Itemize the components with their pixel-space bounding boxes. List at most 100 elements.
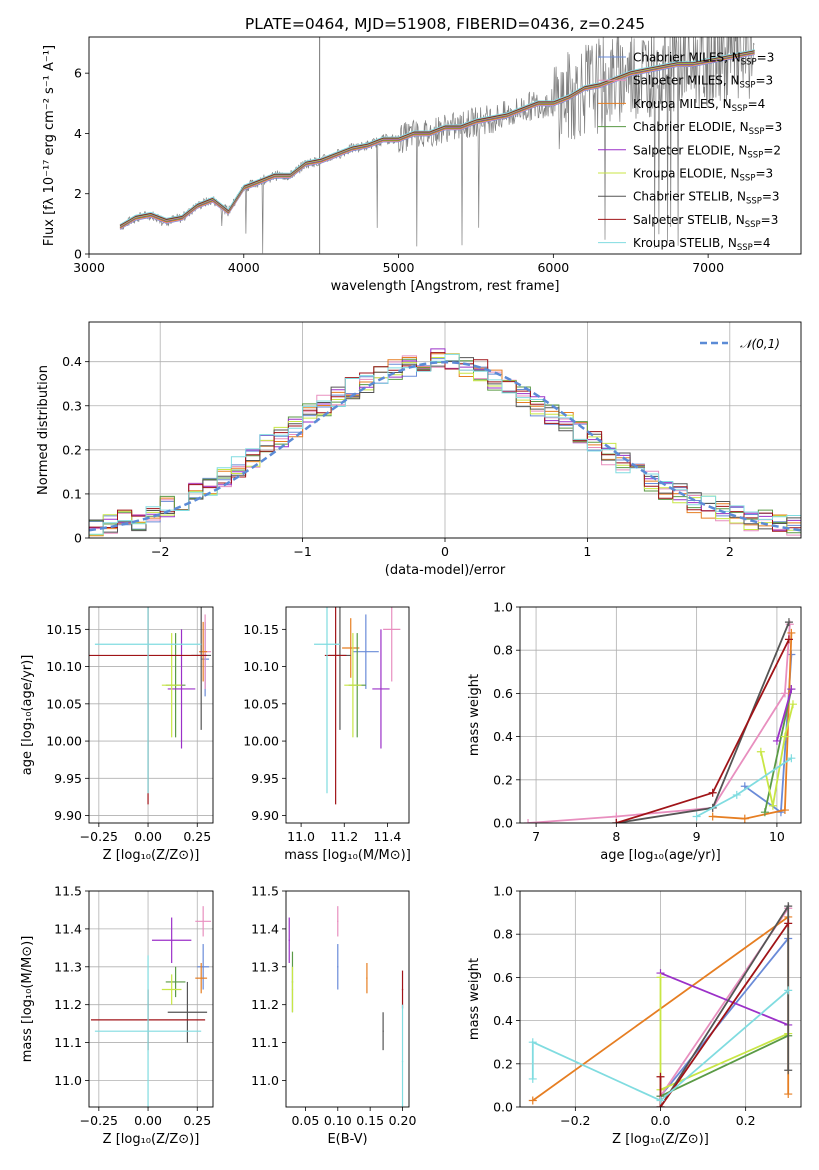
data-point-marker (787, 754, 796, 763)
x-tick-label: 10 (769, 829, 785, 844)
y-tick-label: 0.2 (493, 1056, 513, 1071)
y-tick-label: 0.8 (493, 643, 513, 658)
data-point-marker (768, 801, 777, 810)
y-tick-label: 0 (74, 247, 82, 262)
data-point-marker (708, 788, 717, 797)
y-tick-label: 9.90 (251, 808, 279, 823)
histogram-steps (89, 352, 801, 538)
axes-frame (519, 890, 802, 1108)
y-axis-label: mass [log₁₀(M/M⊙)] (20, 936, 35, 1063)
data-point-marker (787, 685, 796, 694)
y-tick-label: 1.0 (493, 600, 513, 615)
legend-subscript: SSP (732, 104, 748, 114)
axes-mass_vs_z: −0.25 0.00 0.25 11.0 11.1 11.2 11.3 11.4 11.5 Z [… (20, 884, 214, 1147)
axes-frame (88, 36, 802, 255)
legend-subscript: SSP (741, 58, 757, 68)
y-tick-label: 10.00 (46, 734, 82, 749)
y-tick-label: 0.8 (493, 927, 513, 942)
y-tick-label: 4 (74, 126, 82, 141)
x-tick-label: 0.20 (389, 1113, 417, 1128)
axes-spectrum: 3000 4000 5000 6000 7000 0 2 4 6 wavelength [Angs… (42, 36, 802, 294)
legend-entry: Kroupa STELIB, NSSP=4 (633, 236, 771, 253)
plot-area-mass_vs_ebv (288, 906, 404, 1107)
x-tick-label: 0.00 (134, 1113, 162, 1128)
x-tick-label: 0.10 (324, 1113, 352, 1128)
normal-reference-curve (89, 360, 801, 532)
legend-entry: Salpeter MILES, NSSP=3 (633, 74, 773, 91)
plot-area-age_vs_mass (314, 607, 401, 805)
x-tick-label: 11.4 (373, 829, 401, 844)
x-tick-label: 11.2 (330, 829, 358, 844)
mass-weight-line (659, 937, 789, 1097)
axes-mass_weight_vs_age: 7 8 9 10 0.0 0.2 0.4 0.6 0.8 1.0 age [log₁₀(age/yr… (467, 600, 802, 863)
x-axis-label: Z [log₁₀(Z/Z⊙)] (103, 848, 200, 863)
plot-area-age_vs_z (89, 607, 212, 805)
data-point-marker (528, 1096, 537, 1105)
x-axis-label: age [log₁₀(age/yr)] (600, 848, 721, 863)
legend-subscript: SSP (745, 220, 761, 230)
data-point-marker (756, 747, 765, 756)
x-tick-label: −0.2 (560, 1113, 590, 1128)
axes-frame (88, 890, 214, 1108)
data-point-marker (528, 1038, 537, 1047)
x-tick-label: −0.25 (80, 829, 118, 844)
y-tick-label: 1.0 (493, 884, 513, 899)
y-tick-label: 11.5 (54, 884, 82, 899)
x-tick-label: −2 (151, 544, 169, 559)
axes-mass_vs_ebv: 0.05 0.10 0.15 0.20 11.0 11.1 11.2 11.3 11.4 11.5… (251, 884, 416, 1148)
axes-mass_weight_vs_z: −0.2 0.0 0.2 0.0 0.2 0.4 0.6 0.8 1.0 Z [log₁₀(Z/Z… (467, 884, 802, 1147)
x-tick-label: 9 (693, 829, 701, 844)
y-tick-label: 11.0 (251, 1073, 279, 1088)
axes-frame (285, 890, 410, 1108)
x-tick-label: 4000 (228, 260, 260, 275)
data-point-marker (784, 1090, 793, 1099)
plot-area-spectrum (119, 37, 755, 254)
data-point-marker (760, 808, 769, 817)
data-point-marker (612, 819, 621, 823)
x-axis-label: wavelength [Angstrom, rest frame] (331, 279, 560, 294)
y-tick-label: 11.4 (251, 921, 279, 936)
legend-suffix: =3 (757, 51, 775, 65)
legend-entry: Chabrier ELODIE, NSSP=3 (633, 120, 782, 137)
data-point-marker (692, 812, 701, 821)
y-axis-label: Flux [fλ 10⁻¹⁷ erg cm⁻² s⁻¹ A⁻¹] (42, 45, 57, 246)
x-tick-label: 11.0 (287, 829, 315, 844)
y-tick-label: 0.4 (493, 729, 513, 744)
mass-weight-line (616, 638, 790, 823)
legend-suffix: =3 (761, 213, 779, 227)
legend-subscript: SSP (737, 243, 753, 253)
legend-subscript: SSP (740, 81, 756, 91)
data-point-marker (656, 1096, 665, 1105)
y-tick-label: 11.0 (54, 1073, 82, 1088)
x-tick-label: 0.00 (134, 829, 162, 844)
y-tick-label: 0.2 (62, 442, 82, 457)
legend-subscript: SSP (747, 150, 763, 160)
data-point-marker (784, 919, 793, 928)
x-axis-label: Z [log₁₀(Z/Z⊙)] (103, 1132, 200, 1147)
mass-weight-line (616, 621, 790, 823)
axes-age_vs_mass: 11.0 11.2 11.4 9.90 9.95 10.00 10.05 10.10 10.15… (243, 606, 411, 863)
y-tick-label: 0 (74, 531, 82, 546)
spectrum-legend: Chabrier MILES, NSSP=3 Salpeter MILES, NS… (598, 51, 782, 253)
x-tick-label: 0.25 (183, 829, 211, 844)
legend-suffix: =4 (748, 97, 766, 111)
data-point-marker (784, 635, 793, 644)
y-tick-label: 0.2 (493, 772, 513, 787)
data-point-marker (784, 1066, 793, 1075)
y-tick-label: 6 (74, 66, 82, 81)
legend-entry: 𝒩(0,1) (740, 337, 780, 351)
y-tick-label: 10.10 (46, 659, 82, 674)
data-point-marker (780, 689, 789, 698)
y-tick-label: 0.6 (493, 970, 513, 985)
data-point-marker (524, 819, 533, 823)
plot-area-mass_vs_z (90, 906, 212, 1107)
legend-suffix: =2 (763, 143, 781, 157)
y-tick-label: 9.90 (54, 808, 82, 823)
x-tick-label: 0.25 (183, 1113, 211, 1128)
legend-subscript: SSP (746, 197, 762, 207)
y-tick-label: 10.05 (243, 696, 279, 711)
data-point-marker (656, 1072, 665, 1081)
data-point-marker (784, 618, 793, 627)
mass-weight-line (531, 989, 789, 1102)
data-point-marker (788, 700, 797, 709)
